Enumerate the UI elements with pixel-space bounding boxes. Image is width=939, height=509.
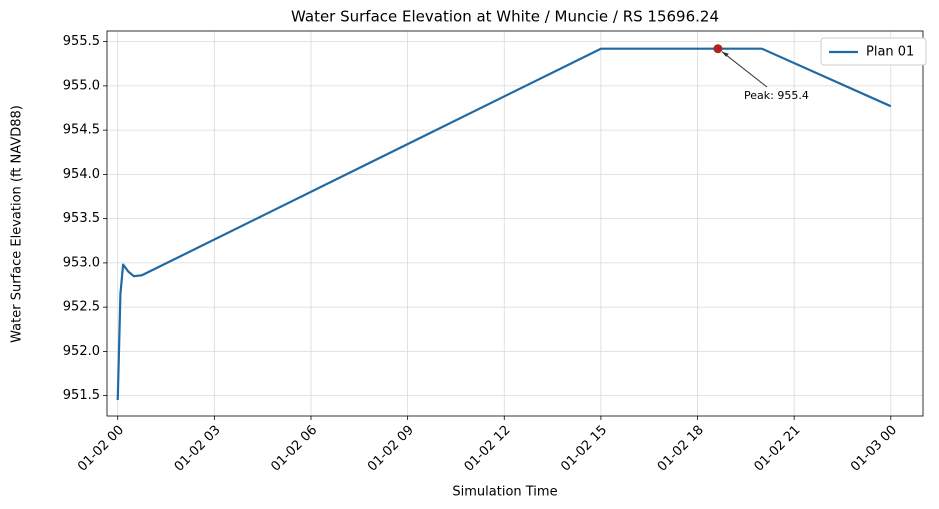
x-tick-label: 01-02 09 (365, 423, 417, 475)
x-tick-label: 01-02 06 (268, 423, 320, 475)
y-tick-label: 952.0 (63, 344, 100, 359)
y-tick-label: 954.5 (63, 123, 100, 138)
x-tick-label: 01-02 21 (752, 423, 804, 475)
peak-marker (713, 44, 723, 54)
x-axis-label: Simulation Time (452, 485, 557, 500)
chart-title: Water Surface Elevation at White / Munci… (291, 8, 719, 26)
legend-label: Plan 01 (866, 45, 914, 60)
y-tick-label: 955.5 (63, 34, 100, 49)
y-tick-label: 953.0 (63, 255, 100, 270)
x-tick-label: 01-03 00 (848, 423, 900, 475)
line (116, 47, 892, 401)
y-tick-label: 955.0 (63, 78, 100, 93)
x-tick-label: 01-02 18 (655, 423, 707, 475)
y-tick-label: 952.5 (63, 300, 100, 315)
y-tick-label: 953.5 (63, 211, 100, 226)
x-tick-label: 01-02 03 (172, 423, 224, 475)
x-tick-label: 01-02 15 (558, 423, 610, 475)
annotation-arrow (721, 51, 768, 88)
plot-frame (106, 30, 924, 417)
legend-box (820, 37, 927, 66)
x-tick-label: 01-02 12 (462, 423, 514, 475)
x-tick-label: 01-02 00 (75, 423, 127, 475)
annotation-arrowhead (721, 51, 729, 57)
y-tick-label: 951.5 (63, 388, 100, 403)
y-tick-label: 954.0 (63, 167, 100, 182)
y-axis-label: Water Surface Elevation (ft NAVD88) (10, 105, 25, 343)
annotation-label: Peak: 955.4 (744, 89, 809, 102)
